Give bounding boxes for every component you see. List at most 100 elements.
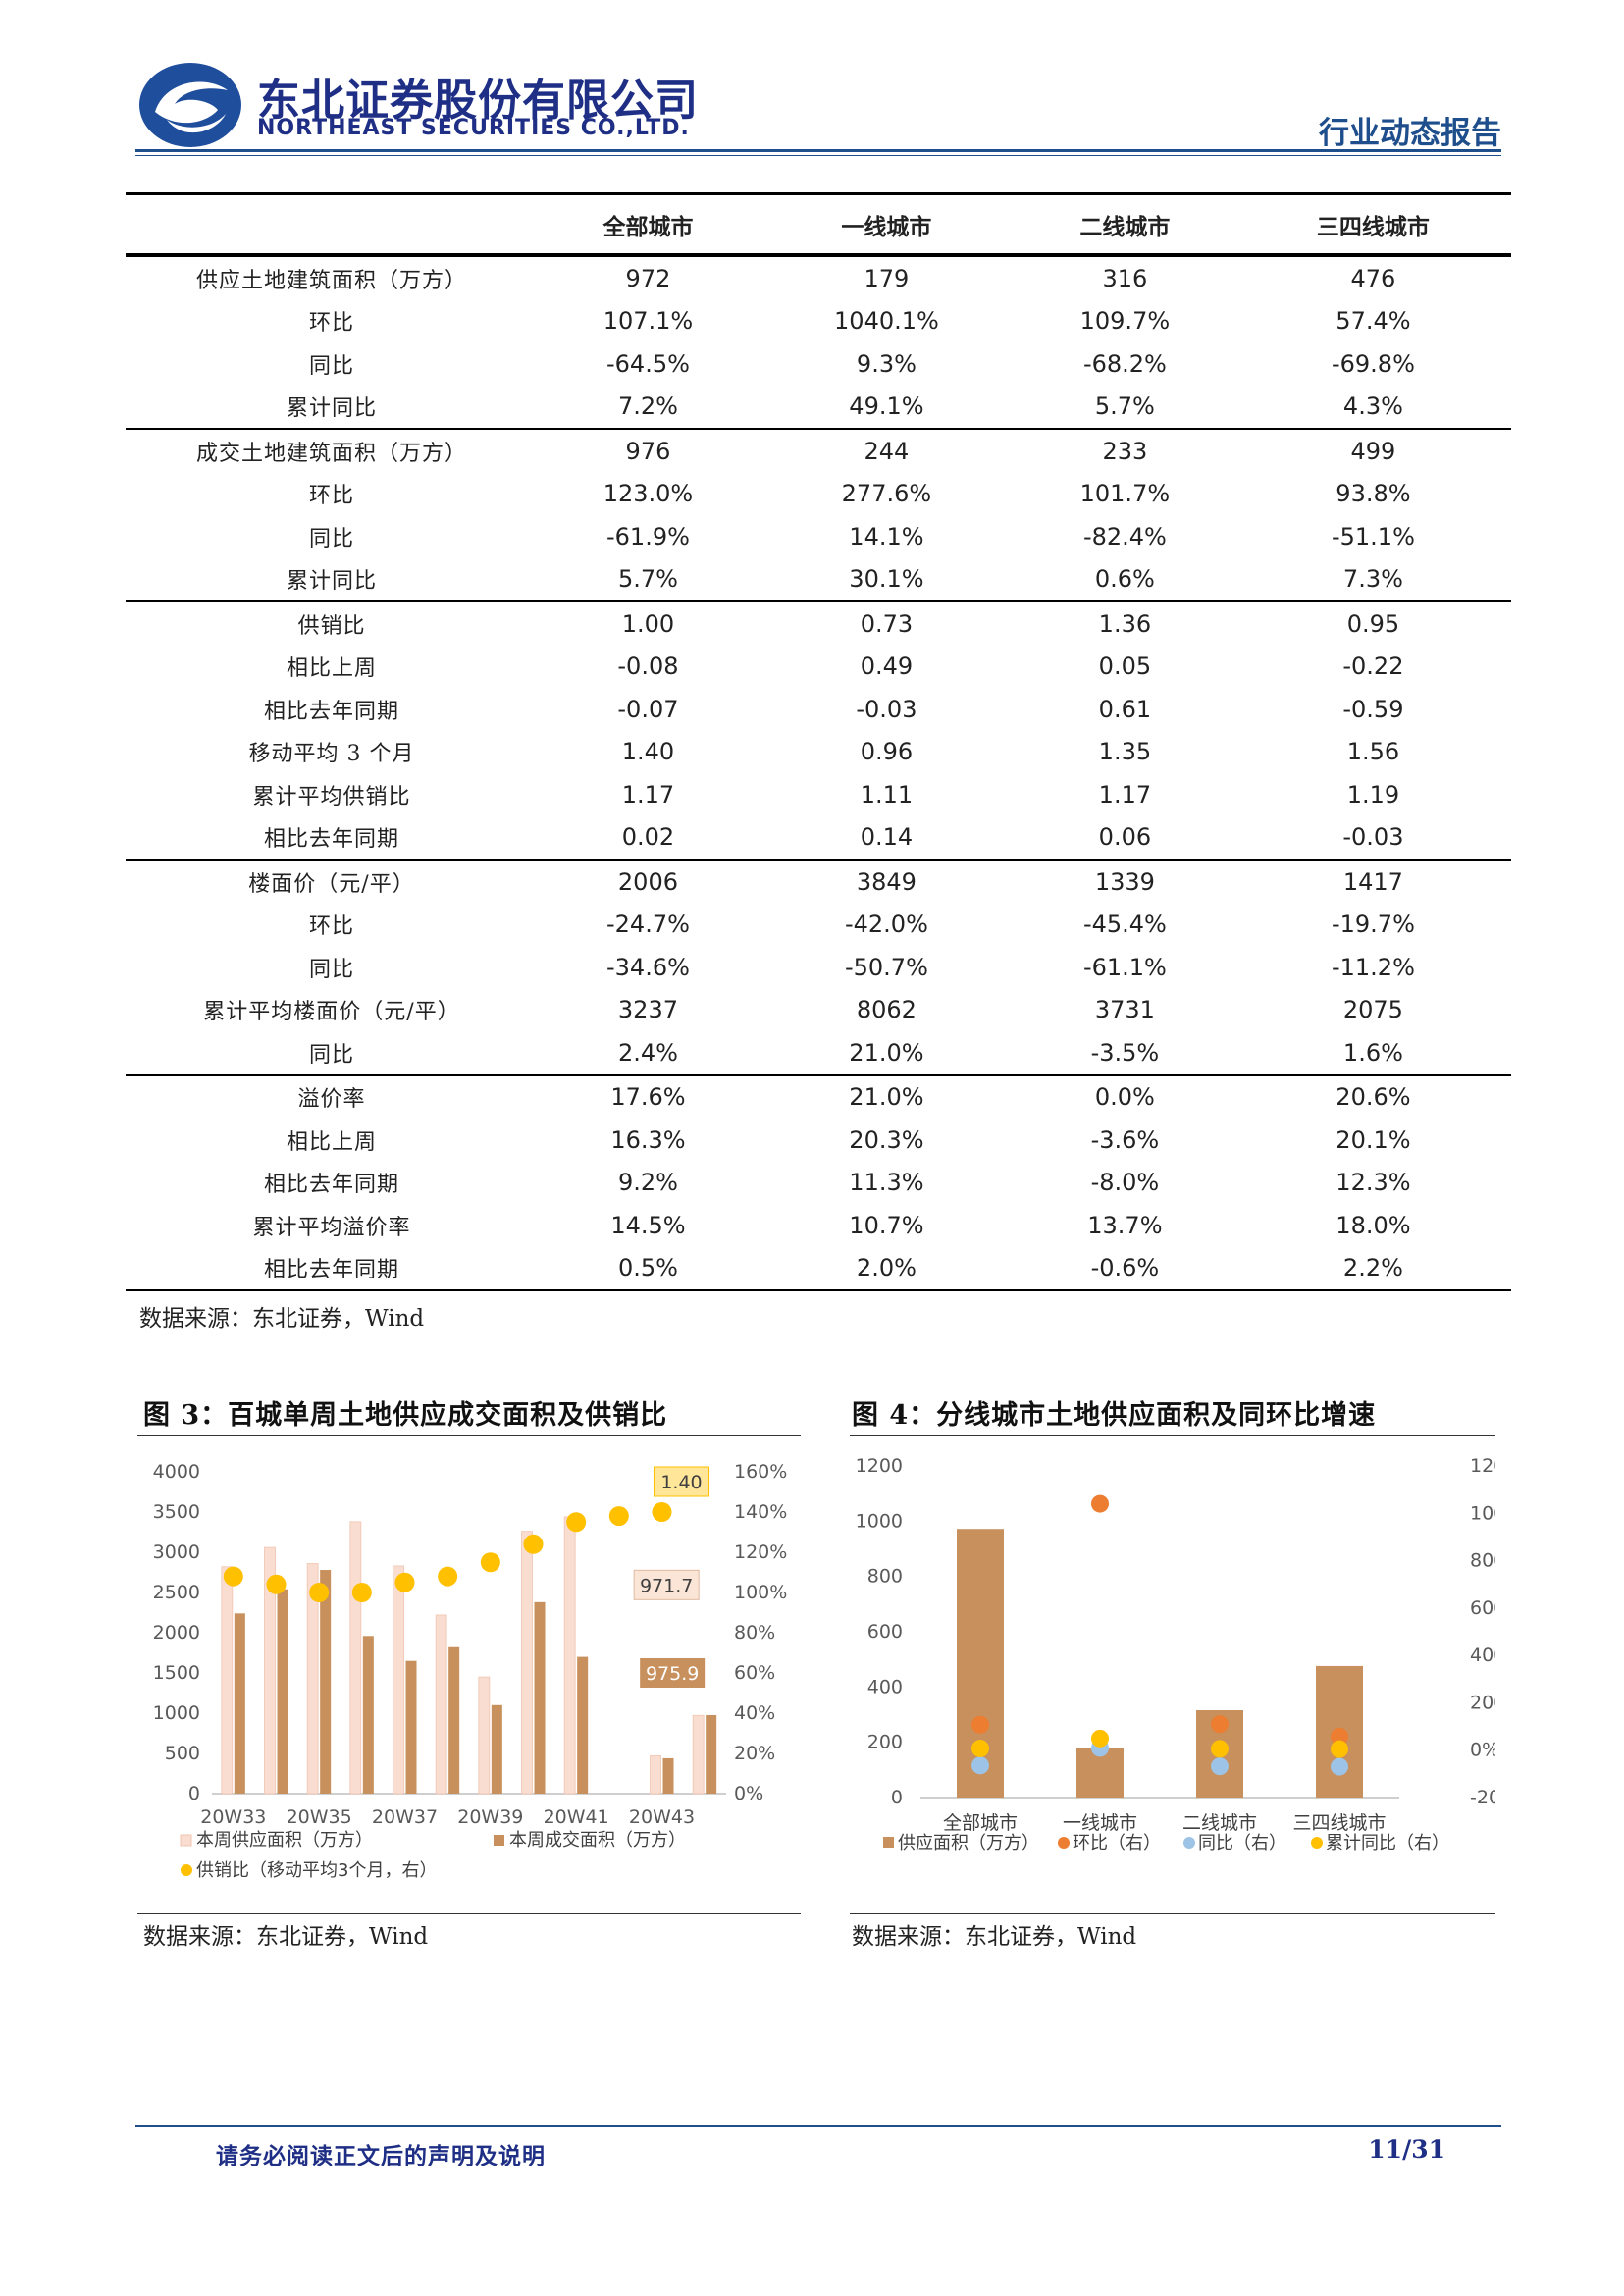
row-label: 累计平均楼面价（元/平）: [203, 1000, 460, 1025]
row-label: 供应土地建筑面积（万方）: [195, 268, 467, 293]
supply-bar: [264, 1546, 276, 1795]
supply-bar: [521, 1531, 533, 1795]
y-tick-left: 4000: [153, 1461, 200, 1483]
fig3-title: 图 3：百城单周土地供应成交面积及供销比: [143, 1400, 668, 1431]
table-cell: -11.2%: [1331, 953, 1415, 981]
table-cell: 1.40: [621, 738, 675, 766]
supply-bar: [692, 1714, 705, 1795]
table-cell: -3.6%: [1090, 1125, 1160, 1154]
ratio-dot: [223, 1566, 243, 1587]
growth-dot: [971, 1715, 989, 1734]
growth-dot: [971, 1739, 989, 1757]
table-row: 环比 123.0% 277.6% 101.7% 93.8%: [126, 473, 1511, 516]
annotation-box-deal: [640, 1657, 706, 1688]
table-cell: 1.56: [1346, 738, 1400, 766]
table-column-header: 一线城市: [758, 192, 1015, 257]
table-cell: -68.2%: [1082, 349, 1167, 378]
table-cell: 0.73: [758, 600, 1015, 646]
table-row: 累计平均供销比 1.17 1.11 1.17 1.19: [126, 773, 1511, 816]
table-cell: 499: [1234, 428, 1511, 473]
table-cell: -3.5%: [1090, 1038, 1160, 1067]
table-cell: 2.2%: [1234, 1246, 1511, 1291]
supply-bar: [393, 1565, 404, 1795]
table-cell: -0.59: [1342, 695, 1404, 723]
legend-swatch: [883, 1837, 894, 1848]
fig3-title-rule: [137, 1435, 801, 1436]
row-label: 环比: [308, 484, 354, 509]
supply-bar: [650, 1755, 661, 1795]
y-tick-right: 160%: [734, 1461, 787, 1483]
row-label: 相比去年同期: [263, 1173, 399, 1198]
y-tick-right: 800%: [1470, 1550, 1495, 1572]
fig4-bottom-rule: [850, 1913, 1495, 1914]
header-rule-thin: [135, 155, 1501, 156]
footer-rule: [135, 2125, 1501, 2127]
table-cell: 0.95: [1234, 600, 1511, 646]
y-tick-right: 1000%: [1470, 1502, 1495, 1524]
table-header-row: 全部城市 一线城市 二线城市 三四线城市: [126, 192, 1511, 257]
growth-dot: [1211, 1715, 1229, 1734]
y-tick-right: 0%: [734, 1783, 763, 1804]
y-tick-right: 80%: [734, 1622, 775, 1644]
y-tick-right: 140%: [734, 1501, 787, 1523]
growth-dot: [971, 1756, 989, 1775]
table-cell: -8.0%: [1090, 1169, 1160, 1197]
table-cell: 30.1%: [849, 565, 924, 594]
table-cell: 17.6%: [538, 1073, 759, 1119]
table-cell: 57.4%: [1336, 307, 1411, 336]
table-cell: -0.03: [1342, 823, 1404, 852]
table-cell: -0.03: [856, 695, 917, 723]
deal-bar: [320, 1570, 332, 1794]
row-label: 环比: [308, 311, 354, 337]
x-tick: 一线城市: [1063, 1812, 1137, 1834]
x-tick: 20W43: [629, 1806, 695, 1828]
table-row: 累计平均楼面价（元/平） 3237 8062 3731 2075: [126, 989, 1511, 1032]
table-cell: 244: [758, 428, 1015, 473]
table-cell: 0.02: [621, 823, 675, 852]
fig4-chart: 0 200 400 600 800 1000 1200 -200% 0% 200% 400% 600%…: [856, 1455, 1495, 1853]
deal-bar: [662, 1757, 674, 1794]
table-cell: 18.0%: [1336, 1211, 1411, 1239]
table-cell: -69.8%: [1331, 349, 1415, 378]
ratio-dot: [480, 1552, 500, 1573]
growth-dot: [1331, 1757, 1348, 1776]
table-cell: 3849: [758, 859, 1015, 904]
x-tick: 20W41: [544, 1806, 609, 1828]
y-tick-left: 500: [165, 1743, 200, 1764]
table-cell: 1.36: [1014, 600, 1235, 646]
row-label: 溢价率: [126, 1073, 538, 1119]
deal-bar: [234, 1613, 245, 1794]
table-cell: 3237: [617, 996, 678, 1024]
table-cell: 976: [538, 428, 759, 473]
y-tick-right: 120%: [734, 1541, 787, 1563]
table-cell: -45.4%: [1082, 911, 1167, 939]
y-tick-left: 0: [891, 1787, 903, 1808]
table-cell: 972: [625, 264, 671, 292]
table-cell: -61.9%: [606, 522, 690, 550]
table-row: 相比去年同期 9.2% 11.3% -8.0% 12.3%: [126, 1162, 1511, 1205]
ratio-dot: [608, 1506, 629, 1527]
table-cell: 1.17: [621, 780, 675, 809]
ratio-dot: [438, 1566, 458, 1587]
report-type: 行业动态报告: [1319, 116, 1501, 151]
growth-dot: [1331, 1727, 1348, 1746]
table-cell: 123.0%: [602, 480, 694, 508]
table-cell: 2.4%: [617, 1038, 678, 1067]
legend-ratio: 供销比（移动平均3个月，右）: [196, 1860, 437, 1881]
fig4-source: 数据来源：东北证券，Wind: [852, 1924, 1137, 1950]
legend-swatch: [1311, 1837, 1323, 1849]
row-label: 同比: [308, 353, 354, 379]
table-cell: -82.4%: [1082, 522, 1167, 550]
row-label: 累计平均供销比: [252, 784, 411, 809]
legend-swatch-ratio: [181, 1864, 192, 1876]
legend-swatch: [1183, 1837, 1195, 1849]
table-cell: 179: [864, 264, 910, 292]
y-tick-right: 0%: [1470, 1740, 1495, 1761]
legend-deal: 本周成交面积（万方）: [509, 1830, 686, 1851]
table-row: 累计同比 7.2% 49.1% 5.7% 4.3%: [126, 386, 1511, 430]
table-cell: 10.7%: [849, 1211, 924, 1239]
legend-swatch-deal: [494, 1835, 504, 1846]
table-cell: 1.11: [860, 780, 914, 809]
ratio-dot: [394, 1572, 415, 1592]
table-cell: 107.1%: [602, 307, 694, 336]
